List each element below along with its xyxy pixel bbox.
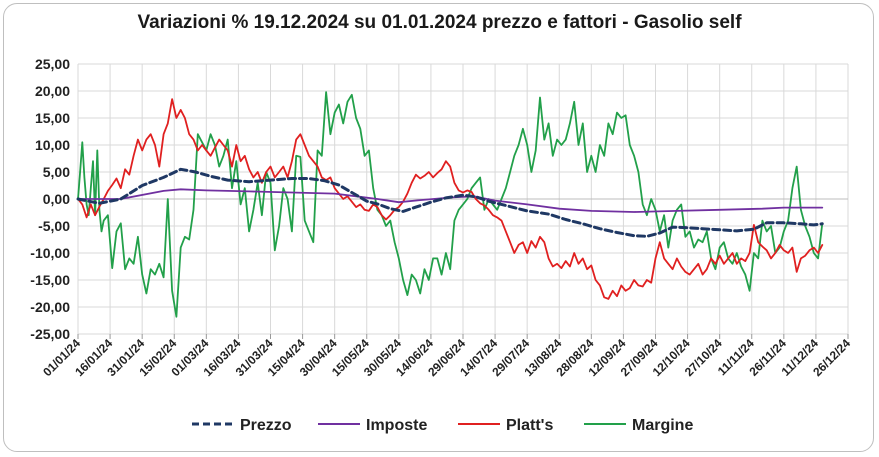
series-line-margine	[77, 91, 824, 318]
y-tick-label: -15,00	[30, 272, 70, 288]
y-tick-label: -10,00	[30, 245, 70, 261]
legend-label: Prezzo	[240, 417, 292, 434]
series-line-imposte	[77, 188, 824, 213]
x-axis: 01/01/2416/01/2431/01/2415/02/2401/03/24…	[40, 334, 853, 379]
chart-legend: Prezzo Imposte Platt's Margine	[192, 417, 693, 434]
y-tick-label: 20,00	[35, 83, 70, 99]
y-tick-label: 0,00	[43, 191, 70, 207]
legend-label: Imposte	[366, 417, 427, 434]
y-tick-label: 25,00	[35, 56, 70, 72]
y-tick-label: 5,00	[43, 164, 70, 180]
chart-series	[76, 91, 824, 318]
y-tick-label: -20,00	[30, 299, 70, 315]
y-tick-label: -5,00	[38, 218, 70, 234]
legend-label: Platt's	[506, 417, 553, 434]
y-tick-label: 15,00	[35, 110, 70, 126]
series-line-platts	[77, 98, 824, 300]
chart-title: Variazioni % 19.12.2024 su 01.01.2024 pr…	[137, 12, 742, 33]
series-line-prezzo	[76, 167, 824, 238]
legend-label: Margine	[632, 417, 693, 434]
y-axis: 25,00 20,00 15,00 10,00 5,00 0,00 -5,00 -10,00 -…	[30, 56, 70, 342]
y-tick-label: -25,00	[30, 326, 70, 342]
chart-frame	[3, 3, 874, 452]
y-tick-label: 10,00	[35, 137, 70, 153]
